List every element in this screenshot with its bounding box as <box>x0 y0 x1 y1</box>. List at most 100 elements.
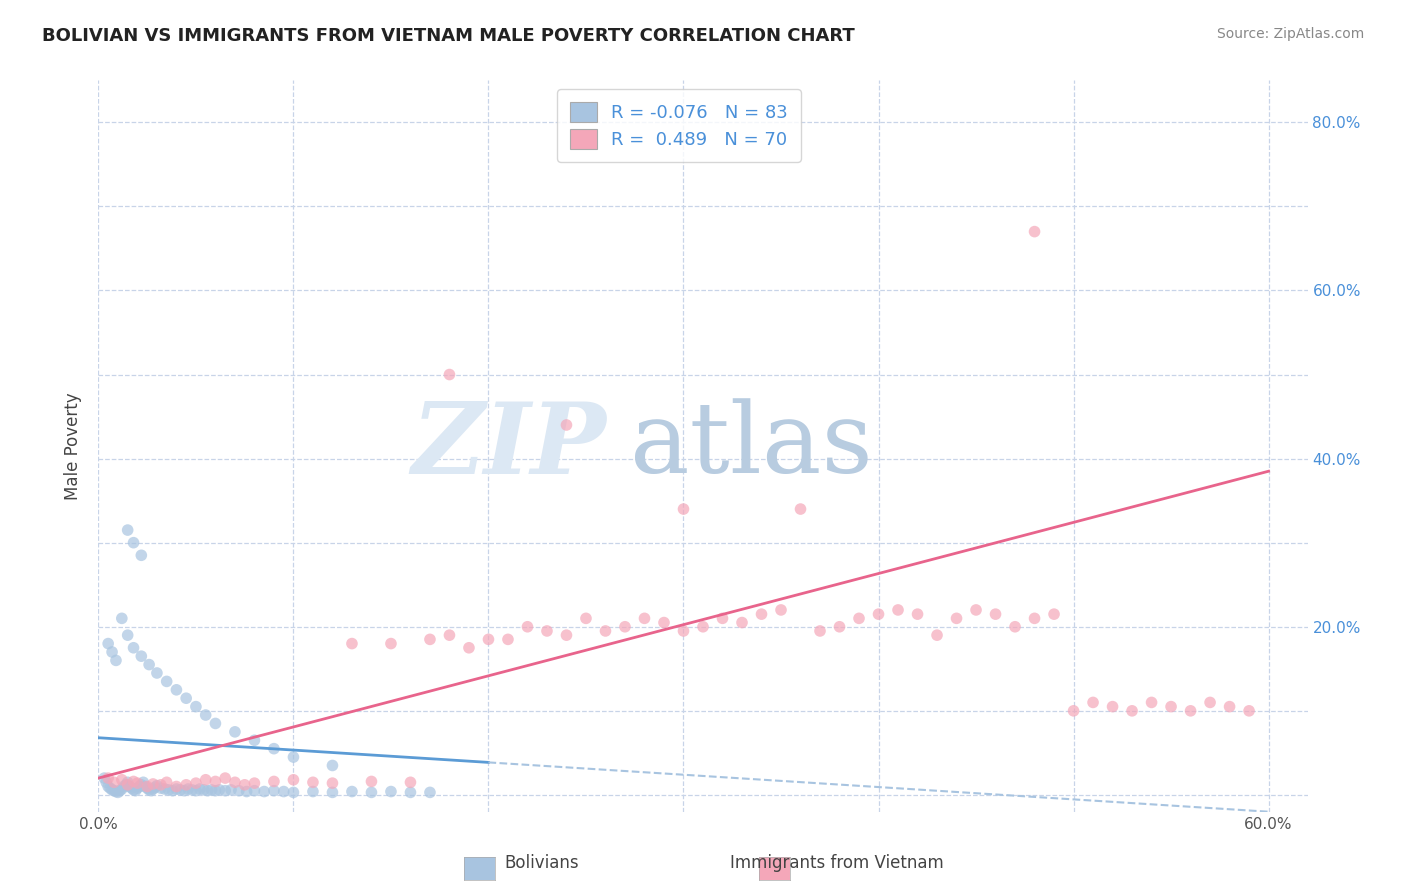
Point <box>177 782 200 797</box>
Point <box>132 775 155 789</box>
Point <box>399 775 422 789</box>
Point <box>516 620 538 634</box>
Y-axis label: Male Poverty: Male Poverty <box>65 392 83 500</box>
Point <box>138 657 160 672</box>
Point <box>340 784 363 798</box>
Point <box>711 611 734 625</box>
Point <box>360 774 382 789</box>
Point <box>134 780 156 794</box>
Point <box>108 783 131 797</box>
Point <box>1237 704 1260 718</box>
Point <box>595 624 617 638</box>
Point <box>117 778 139 792</box>
Point <box>1199 695 1222 709</box>
Point <box>224 724 246 739</box>
Point <box>122 535 145 549</box>
Point <box>789 502 811 516</box>
Point <box>769 603 792 617</box>
Point <box>1024 225 1046 239</box>
Point <box>243 783 266 797</box>
Point <box>848 611 870 625</box>
Point <box>122 782 145 797</box>
Text: Bolivians: Bolivians <box>503 854 579 871</box>
Point <box>692 620 714 634</box>
Text: BOLIVIAN VS IMMIGRANTS FROM VIETNAM MALE POVERTY CORRELATION CHART: BOLIVIAN VS IMMIGRANTS FROM VIETNAM MALE… <box>42 27 855 45</box>
Point <box>204 783 226 797</box>
Point <box>143 780 166 795</box>
Point <box>1043 607 1066 622</box>
Point <box>1219 699 1241 714</box>
Point <box>128 780 150 794</box>
Point <box>439 628 461 642</box>
Point <box>181 782 204 797</box>
Point <box>124 783 146 797</box>
Point <box>136 781 159 796</box>
Point <box>98 781 121 796</box>
Point <box>925 628 948 642</box>
Point <box>263 774 285 789</box>
Point <box>174 778 197 792</box>
Point <box>419 785 441 799</box>
Point <box>672 624 695 638</box>
Point <box>162 783 184 797</box>
Point <box>188 782 211 797</box>
Point <box>263 783 285 797</box>
Point <box>173 783 195 797</box>
Point <box>555 628 578 642</box>
Point <box>97 636 120 650</box>
Point <box>184 776 207 790</box>
Point <box>157 782 180 797</box>
Point <box>1063 704 1085 718</box>
Point <box>122 640 145 655</box>
Point <box>321 758 343 772</box>
Point <box>165 780 187 794</box>
Point <box>808 624 831 638</box>
Point <box>536 624 558 638</box>
Point <box>121 781 143 796</box>
Point <box>1004 620 1026 634</box>
Point <box>321 776 343 790</box>
Point <box>731 615 754 630</box>
Point <box>194 708 217 723</box>
Point <box>104 784 127 798</box>
Point <box>965 603 987 617</box>
Point <box>97 780 120 794</box>
Point <box>887 603 910 617</box>
Point <box>93 771 115 785</box>
Point <box>243 733 266 747</box>
Point <box>1180 704 1202 718</box>
Point <box>419 632 441 647</box>
Point <box>273 784 295 798</box>
Point <box>122 774 145 789</box>
Point <box>117 523 139 537</box>
Point <box>233 778 256 792</box>
Point <box>907 607 929 622</box>
Point <box>136 780 159 794</box>
Point <box>633 611 655 625</box>
Point <box>165 682 187 697</box>
Point <box>184 699 207 714</box>
Point <box>112 780 135 794</box>
Point <box>104 653 127 667</box>
Point <box>219 782 242 797</box>
Point <box>146 779 169 793</box>
Point <box>1160 699 1182 714</box>
Point <box>399 785 422 799</box>
Point <box>672 502 695 516</box>
Point <box>156 674 179 689</box>
Text: ZIP: ZIP <box>412 398 606 494</box>
Point <box>283 785 305 799</box>
Point <box>131 778 153 792</box>
Point <box>118 780 141 794</box>
Point <box>101 782 124 797</box>
Point <box>828 620 851 634</box>
Point <box>96 775 118 789</box>
Point <box>214 783 236 797</box>
Point <box>555 417 578 432</box>
Point <box>360 785 382 799</box>
Point <box>224 775 246 789</box>
Point <box>131 649 153 664</box>
Point <box>235 784 257 798</box>
Point <box>103 783 125 797</box>
Point <box>283 750 305 764</box>
